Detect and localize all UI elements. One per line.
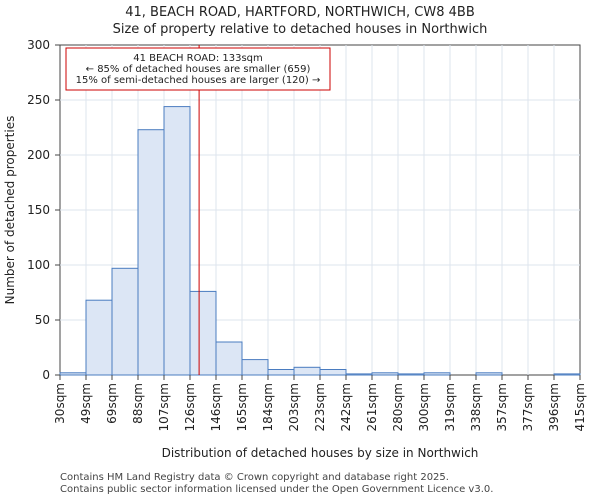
x-tick-label-203sqm: 203sqm [287, 383, 301, 431]
bar-338sqm [475, 372, 503, 376]
y-tick-label-150: 150 [27, 203, 50, 217]
x-tick-label-261sqm: 261sqm [365, 383, 379, 431]
x-tick-label-338sqm: 338sqm [469, 383, 483, 431]
x-tick-label-107sqm: 107sqm [157, 383, 171, 431]
x-tick-label-69sqm: 69sqm [105, 383, 119, 424]
bar-184sqm [267, 369, 295, 376]
y-tick-label-0: 0 [42, 368, 50, 382]
annotation-line-2: ← 85% of detached houses are smaller (65… [86, 64, 311, 75]
footer-licence: Contains public sector information licen… [60, 484, 494, 495]
x-tick-label-377sqm: 377sqm [521, 383, 535, 431]
bar-396sqm [553, 373, 581, 376]
footer-copyright: Contains HM Land Registry data © Crown c… [60, 472, 449, 483]
annotation-frame [65, 47, 331, 91]
annotation-line-3: 15% of semi-detached houses are larger (… [76, 75, 321, 86]
y-axis: 0 50 100 150 200 250 300 [27, 38, 60, 382]
x-tick-label-88sqm: 88sqm [131, 383, 145, 424]
x-tick-label-242sqm: 242sqm [339, 383, 353, 431]
x-axis: 30sqm 49sqm 69sqm 88sqm 107sqm 126sqm 146sqm 16… [53, 375, 587, 431]
bar-49sqm [85, 299, 113, 376]
bar-203sqm [293, 366, 321, 376]
bar-261sqm [371, 372, 399, 376]
bar-30sqm [59, 372, 87, 376]
x-tick-label-300sqm: 300sqm [417, 383, 431, 431]
y-axis-label: Number of detached properties [3, 116, 17, 305]
bar-165sqm [241, 359, 269, 376]
x-tick-label-319sqm: 319sqm [443, 383, 457, 431]
x-tick-label-357sqm: 357sqm [495, 383, 509, 431]
chart-title: 41, BEACH ROAD, HARTFORD, NORTHWICH, CW8… [125, 5, 475, 20]
y-tick-label-100: 100 [27, 258, 50, 272]
x-tick-label-396sqm: 396sqm [547, 383, 561, 431]
x-tick-label-280sqm: 280sqm [391, 383, 405, 431]
x-tick-label-30sqm: 30sqm [53, 383, 67, 424]
annotation-line-1: 41 BEACH ROAD: 133sqm [133, 53, 263, 64]
bar-69sqm [111, 267, 139, 376]
x-tick-label-126sqm: 126sqm [183, 383, 197, 431]
x-tick-label-184sqm: 184sqm [261, 383, 275, 431]
bar-242sqm [345, 373, 373, 376]
y-tick-label-200: 200 [27, 148, 50, 162]
bars [59, 106, 581, 376]
y-tick-label-250: 250 [27, 93, 50, 107]
bar-300sqm [423, 372, 451, 376]
x-tick-label-146sqm: 146sqm [209, 383, 223, 431]
bar-126sqm [189, 290, 217, 376]
x-tick-label-415sqm: 415sqm [573, 383, 587, 431]
bar-223sqm [319, 369, 347, 376]
bar-280sqm [397, 373, 425, 376]
y-tick-label-300: 300 [27, 38, 50, 52]
x-tick-label-223sqm: 223sqm [313, 383, 327, 431]
x-tick-label-165sqm: 165sqm [235, 383, 249, 431]
y-tick-label-50: 50 [35, 313, 50, 327]
chart-subtitle: Size of property relative to detached ho… [113, 22, 488, 37]
bar-107sqm [163, 106, 191, 376]
x-tick-label-49sqm: 49sqm [79, 383, 93, 424]
x-axis-label: Distribution of detached houses by size … [162, 446, 479, 460]
bar-88sqm [137, 129, 165, 376]
annotation-box: 41 BEACH ROAD: 133sqm ← 85% of detached … [65, 47, 331, 91]
bar-146sqm [215, 341, 243, 376]
